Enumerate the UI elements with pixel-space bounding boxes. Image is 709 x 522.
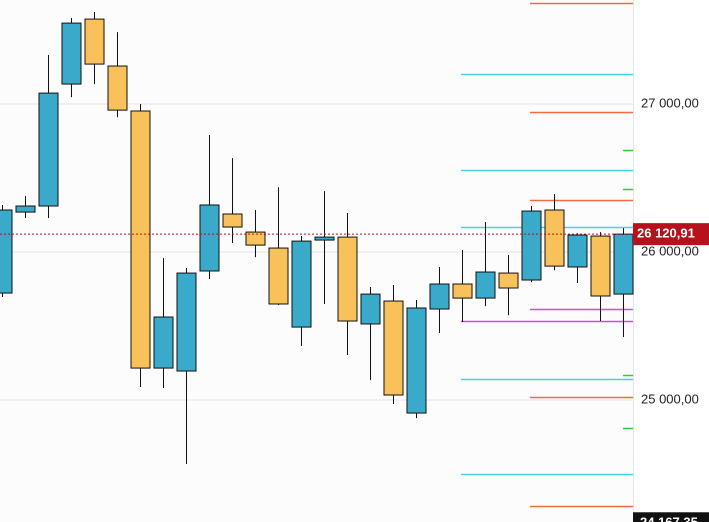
candle-body	[452, 283, 473, 299]
candle-body	[245, 231, 266, 246]
candle-body	[0, 209, 13, 294]
candle-body	[199, 204, 220, 272]
cursor-price-label: 24 167,35	[640, 515, 698, 522]
candle-body	[107, 65, 128, 111]
candle-body	[521, 210, 542, 281]
candle-body	[567, 234, 588, 268]
candle-body	[38, 92, 59, 207]
candle-body	[429, 283, 450, 310]
candle-body	[291, 240, 312, 328]
y-tick-label: 25 000,00	[641, 391, 699, 406]
candle-body	[314, 236, 335, 241]
last-price-label: 26 120,91	[637, 226, 695, 241]
last-price-box	[633, 223, 709, 246]
candle-body	[475, 271, 496, 299]
candle-body	[153, 316, 174, 369]
y-tick-label: 27 000,00	[641, 95, 699, 110]
candle-body	[84, 18, 105, 65]
candle-body	[590, 235, 611, 297]
candle-body	[544, 209, 565, 267]
candle-body	[268, 247, 289, 305]
candle-body	[337, 236, 358, 322]
candle-body	[222, 213, 243, 228]
candle-body	[383, 300, 404, 396]
cursor-price-box	[633, 512, 709, 522]
candle-body	[61, 22, 82, 85]
candle-body	[498, 272, 519, 289]
candle-body	[406, 307, 427, 414]
candle-body	[15, 205, 36, 213]
y-tick-label: 26 000,00	[641, 243, 699, 258]
candle-body	[176, 272, 197, 372]
candle-body	[613, 233, 634, 295]
candle-body	[360, 293, 381, 325]
candle-body	[130, 110, 151, 369]
